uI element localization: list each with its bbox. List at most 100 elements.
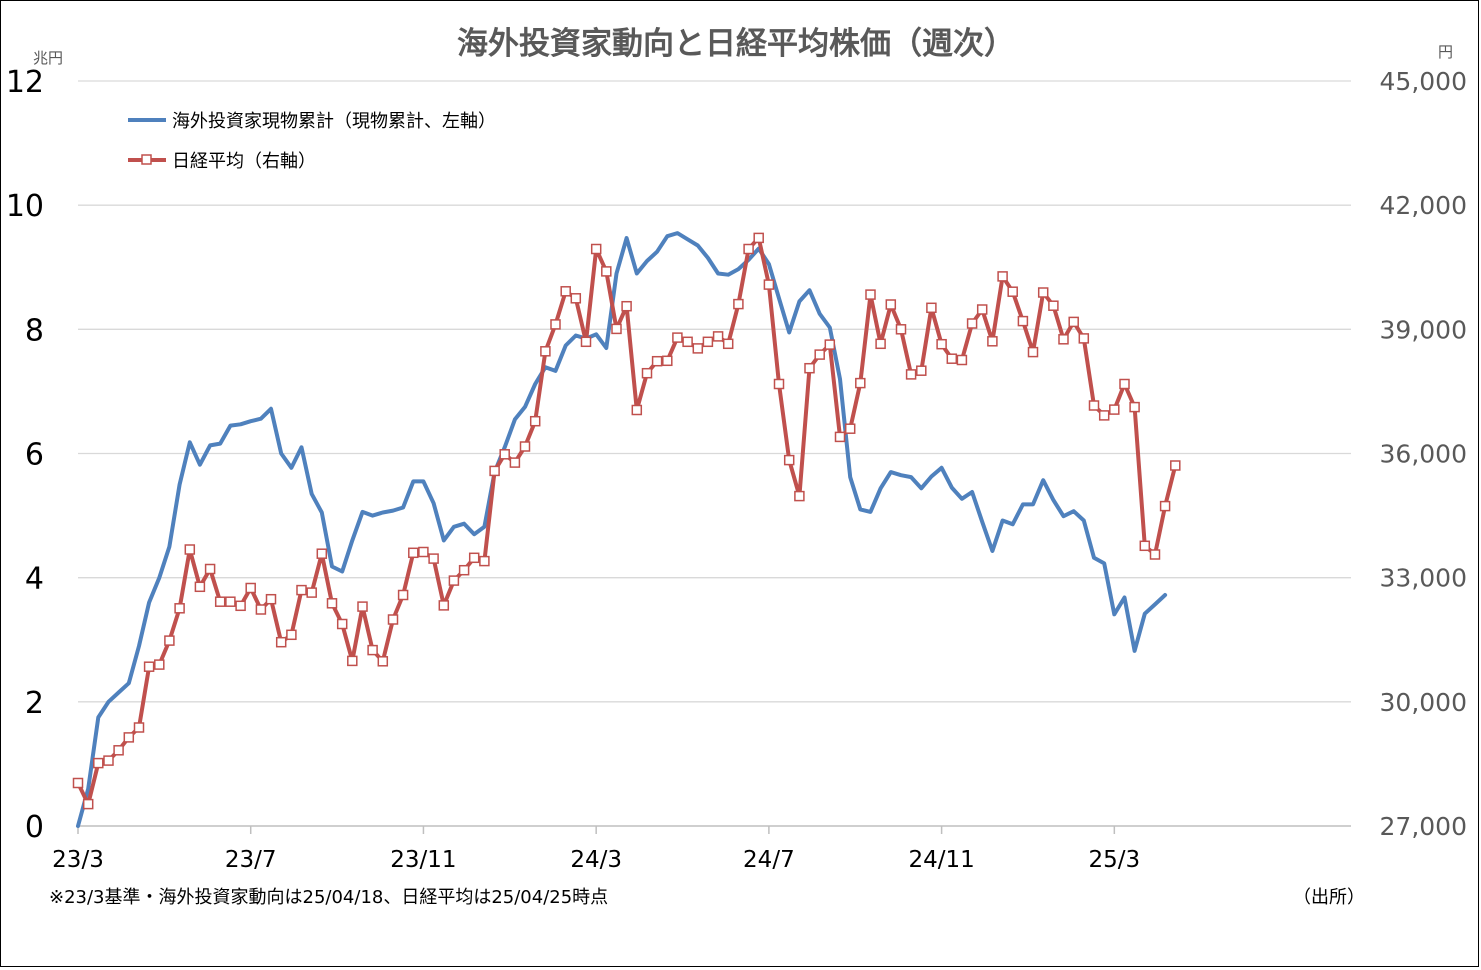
nikkei-point xyxy=(1129,401,1140,413)
nikkei-point xyxy=(438,600,450,611)
nikkei-point xyxy=(286,629,297,641)
x-axis-tick-label: 24/3 xyxy=(570,847,622,873)
nikkei-point xyxy=(550,319,561,330)
nikkei-point xyxy=(174,603,185,614)
nikkei-point xyxy=(895,324,907,335)
legend-item-foreign-investors: 海外投資家現物累計（現物累計、左軸） xyxy=(128,111,496,132)
left-axis-tick-label: 2 xyxy=(25,686,44,721)
nikkei-point xyxy=(1098,410,1110,421)
nikkei-point xyxy=(783,454,795,466)
nikkei-point xyxy=(997,271,1008,282)
nikkei-point xyxy=(397,589,409,601)
nikkei-point xyxy=(936,338,947,350)
axes xyxy=(77,825,1351,834)
x-axis-tick-label: 24/7 xyxy=(743,847,795,873)
nikkei-point xyxy=(296,584,307,596)
nikkei-point xyxy=(743,243,754,255)
nikkei-point xyxy=(509,457,521,468)
series-line-nikkei xyxy=(76,235,1178,807)
nikkei-point xyxy=(82,798,94,810)
x-axis-tick-label: 23/3 xyxy=(52,847,104,873)
nikkei-point xyxy=(316,548,328,559)
nikkei-point xyxy=(529,415,541,427)
nikkei-point xyxy=(154,659,165,670)
nikkei-point xyxy=(662,355,673,367)
gridlines xyxy=(78,80,1351,703)
nikkei-point xyxy=(387,614,399,625)
nikkei-point xyxy=(601,266,612,277)
right-axis-tick-label: 30,000 xyxy=(1380,688,1467,717)
nikkei-point xyxy=(631,404,643,416)
left-axis-tick-label: 12 xyxy=(6,65,44,100)
right-axis-unit: 円 xyxy=(1438,43,1453,61)
nikkei-point xyxy=(966,318,978,329)
nikkei-point xyxy=(133,722,145,733)
left-axis-tick-label: 0 xyxy=(25,810,44,845)
left-axis-unit: 兆円 xyxy=(33,49,63,67)
nikkei-point xyxy=(275,636,287,648)
legend-label-foreign-investors: 海外投資家現物累計（現物累計、左軸） xyxy=(172,111,496,132)
nikkei-point xyxy=(712,331,724,342)
nikkei-point xyxy=(916,365,927,376)
x-axis-ticks: 23/3 23/7 23/11 24/3 24/7 24/11 25/3 xyxy=(52,847,1140,873)
nikkei-point xyxy=(1078,333,1090,344)
nikkei-point xyxy=(590,243,602,255)
nikkei-point xyxy=(1159,500,1171,512)
nikkei-point xyxy=(976,304,988,315)
left-axis-tick-label: 4 xyxy=(25,562,44,597)
nikkei-point xyxy=(336,618,348,630)
right-axis-tick-label: 27,000 xyxy=(1380,812,1467,841)
nikkei-point xyxy=(1109,404,1120,415)
right-axis-tick-label: 42,000 xyxy=(1380,191,1467,220)
left-axis-tick-label: 10 xyxy=(6,189,44,224)
nikkei-point xyxy=(1119,378,1130,390)
series-line-foreign-investors xyxy=(76,231,1168,828)
nikkei-point xyxy=(448,575,460,586)
nikkei-point xyxy=(367,644,378,656)
nikkei-point xyxy=(834,431,846,443)
nikkei-point xyxy=(570,293,582,304)
nikkei-point xyxy=(1017,315,1029,327)
right-axis-tick-label: 33,000 xyxy=(1380,564,1467,593)
nikkei-point xyxy=(875,338,886,350)
nikkei-point xyxy=(225,596,236,607)
nikkei-point xyxy=(184,544,196,555)
nikkei-point xyxy=(1048,300,1059,311)
nikkei-point xyxy=(235,600,246,612)
nikkei-point xyxy=(347,655,358,667)
nikkei-point xyxy=(306,587,317,598)
nikkei-point xyxy=(326,598,338,609)
footnote: ※23/3基準・海外投資家動向は25/04/18、日経平均は25/04/25時点 xyxy=(49,887,608,908)
source-label: （出所） xyxy=(1293,887,1365,908)
nikkei-point xyxy=(1068,316,1079,328)
nikkei-point xyxy=(855,377,866,389)
nikkei-point xyxy=(458,564,470,576)
nikkei-point xyxy=(468,552,480,564)
nikkei-point xyxy=(540,346,551,357)
nikkei-point xyxy=(103,755,114,766)
nikkei-point xyxy=(956,354,968,366)
nikkei-point xyxy=(844,423,856,434)
legend-item-nikkei: 日経平均（右軸） xyxy=(128,151,316,172)
nikkei-point xyxy=(987,336,998,347)
nikkei-point xyxy=(1007,286,1018,297)
nikkei-point xyxy=(1058,334,1069,345)
x-axis-tick-label: 23/7 xyxy=(225,847,277,873)
nikkei-point xyxy=(1170,460,1181,471)
right-axis-tick-label: 36,000 xyxy=(1380,440,1467,469)
nikkei-point xyxy=(651,355,663,367)
nikkei-point xyxy=(794,490,805,502)
nikkei-point xyxy=(377,656,389,667)
left-axis-tick-label: 6 xyxy=(25,438,44,473)
legend-label-nikkei: 日経平均（右軸） xyxy=(172,151,316,172)
nikkei-point xyxy=(123,732,135,743)
nikkei-point xyxy=(905,369,917,380)
nikkei-point xyxy=(214,596,226,607)
nikkei-point xyxy=(519,441,531,452)
nikkei-point xyxy=(763,279,775,290)
nikkei-point xyxy=(773,378,785,390)
nikkei-point xyxy=(1027,346,1039,358)
nikkei-point xyxy=(865,289,876,300)
